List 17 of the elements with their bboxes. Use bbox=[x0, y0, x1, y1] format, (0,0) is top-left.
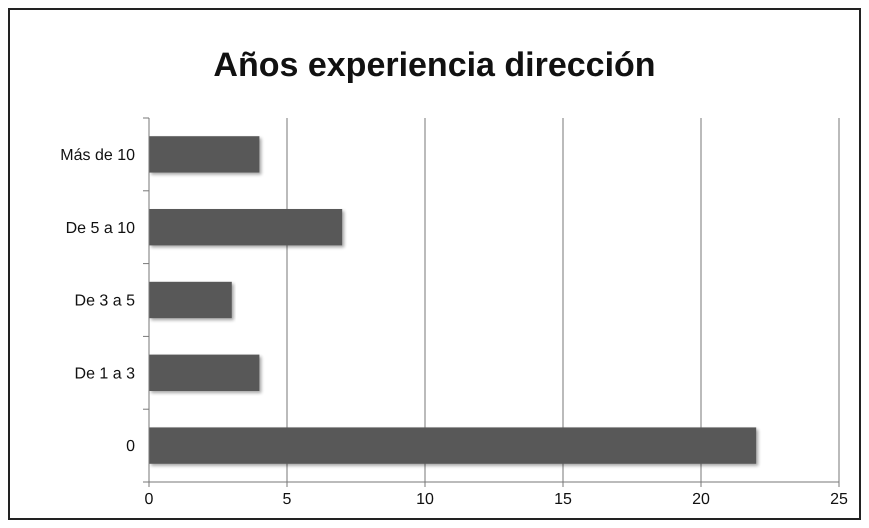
y-tick-label: Más de 10 bbox=[60, 147, 136, 164]
y-tick-label: De 5 a 10 bbox=[66, 220, 136, 237]
x-tick-label: 15 bbox=[554, 491, 572, 508]
bar bbox=[149, 427, 756, 464]
y-tick-label: De 3 a 5 bbox=[74, 292, 136, 310]
x-tick-label: 0 bbox=[144, 491, 154, 508]
chart-title: Años experiencia dirección bbox=[213, 46, 656, 84]
bar bbox=[149, 354, 260, 391]
x-tick-label: 20 bbox=[692, 491, 710, 508]
y-tick-label: De 1 a 3 bbox=[74, 365, 136, 382]
bar bbox=[149, 282, 232, 318]
x-tick-label: 5 bbox=[282, 491, 292, 508]
y-tick-label: 0 bbox=[126, 438, 136, 456]
x-tick-label: 25 bbox=[830, 491, 848, 508]
bar bbox=[149, 136, 260, 173]
bar bbox=[149, 209, 342, 246]
x-tick-label: 10 bbox=[416, 491, 434, 508]
